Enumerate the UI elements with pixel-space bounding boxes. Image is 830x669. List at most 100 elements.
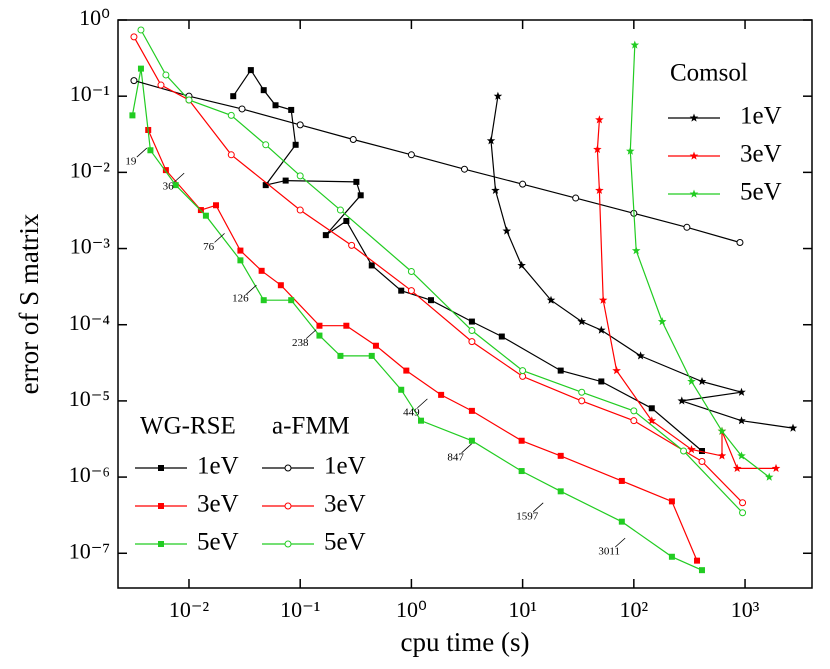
star-marker [486, 136, 496, 145]
circle-marker [519, 180, 527, 188]
circle-marker [284, 464, 292, 472]
series-line [133, 80, 741, 244]
annotation-leader [532, 502, 544, 513]
annotation: 36 [163, 181, 175, 193]
square-marker [698, 447, 705, 454]
legend-title: Comsol [670, 60, 748, 87]
circle-marker [519, 372, 527, 380]
square-marker [316, 332, 323, 339]
square-marker [698, 567, 705, 574]
square-marker [343, 322, 350, 329]
circle-marker [296, 206, 304, 214]
annotation-leader [614, 537, 626, 548]
annotation: 449 [403, 406, 420, 418]
legend-label: 5eV [740, 179, 782, 206]
square-marker [343, 217, 350, 224]
square-marker [353, 178, 360, 185]
star-marker [577, 317, 586, 326]
star-marker [717, 451, 727, 460]
square-marker [618, 477, 625, 484]
series-line [596, 119, 776, 469]
annotation-leader [417, 398, 428, 409]
annotation-leader [246, 284, 257, 295]
square-marker [598, 378, 605, 385]
x-axis-label: cpu time (s) [401, 627, 530, 657]
square-marker [262, 182, 269, 189]
star-marker [771, 463, 781, 472]
square-marker [292, 141, 299, 148]
star-marker [630, 40, 640, 49]
circle-marker [578, 388, 586, 396]
square-marker [518, 468, 525, 475]
square-marker [282, 177, 289, 184]
star-marker [732, 463, 742, 472]
square-marker [129, 112, 136, 119]
square-marker [158, 541, 164, 547]
circle-marker [284, 540, 292, 548]
square-marker [337, 352, 344, 359]
series-line [629, 44, 770, 478]
square-marker [368, 352, 375, 359]
star-marker [595, 185, 604, 194]
circle-marker [296, 172, 304, 180]
circle-marker [572, 194, 580, 202]
star-marker [737, 416, 746, 425]
square-marker [230, 93, 237, 100]
star-marker [687, 377, 696, 386]
circle-marker [296, 121, 304, 129]
annotation: 847 [447, 451, 464, 463]
circle-marker [238, 105, 246, 113]
x-tick-label: 10⁻² [169, 597, 210, 622]
star-marker [626, 146, 635, 155]
legend-label: 5eV [197, 529, 239, 556]
circle-marker [630, 417, 638, 425]
square-marker [277, 282, 284, 289]
square-marker [518, 437, 525, 444]
star-marker [593, 144, 602, 154]
square-marker [202, 212, 209, 219]
square-marker [668, 553, 675, 560]
circle-marker [227, 111, 235, 119]
square-marker [162, 167, 169, 174]
square-marker [213, 202, 220, 209]
series-line [140, 29, 744, 514]
star-marker [612, 366, 621, 375]
legend-label: 5eV [324, 529, 366, 556]
circle-marker [739, 499, 747, 507]
square-marker [247, 67, 254, 74]
square-marker [368, 262, 375, 269]
star-marker [647, 416, 657, 425]
star-marker [697, 377, 707, 386]
star-marker [491, 185, 500, 194]
star-marker [689, 151, 699, 160]
star-marker [636, 351, 645, 360]
circle-marker [157, 81, 165, 89]
star-marker [689, 189, 699, 198]
x-tick-label: 10¹ [508, 597, 537, 622]
legend-label: 1eV [197, 453, 239, 480]
annotation: 76 [203, 241, 215, 253]
circle-marker [407, 287, 415, 295]
square-marker [418, 417, 425, 424]
square-marker [288, 297, 295, 304]
square-marker [468, 407, 475, 414]
star-marker [597, 325, 606, 334]
circle-marker [137, 26, 145, 34]
y-tick-label: 10⁻² [70, 157, 111, 182]
y-tick-label: 10⁻⁶ [69, 462, 110, 487]
square-marker [427, 297, 434, 304]
annotation: 126 [232, 293, 249, 305]
circle-marker [185, 96, 193, 104]
square-marker [694, 557, 701, 564]
circle-marker [407, 267, 415, 275]
legend-label: 1eV [740, 103, 782, 130]
circle-marker [630, 407, 638, 415]
annotation: 3011 [598, 546, 620, 558]
legend-label: 3eV [740, 141, 782, 168]
star-marker [657, 317, 667, 326]
square-marker [147, 147, 154, 154]
circle-marker [284, 502, 292, 510]
square-marker [237, 247, 244, 254]
